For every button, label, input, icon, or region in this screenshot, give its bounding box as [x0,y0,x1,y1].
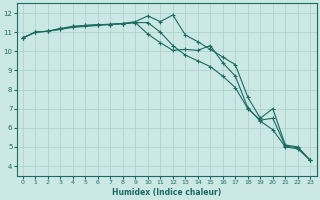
X-axis label: Humidex (Indice chaleur): Humidex (Indice chaleur) [112,188,221,197]
